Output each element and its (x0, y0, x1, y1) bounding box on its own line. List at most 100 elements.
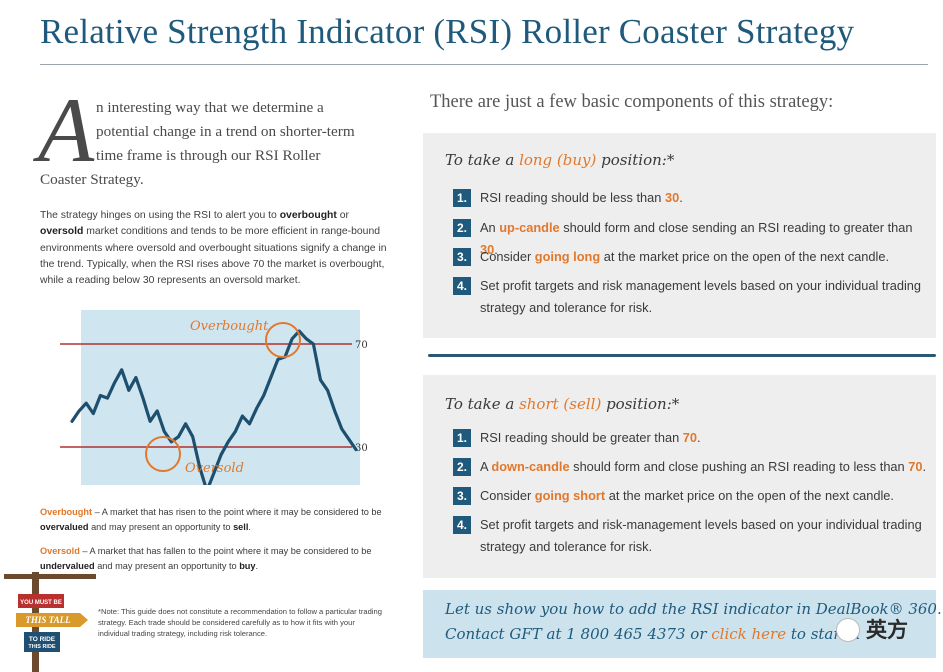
watermark-logo-icon (836, 618, 860, 642)
step-number: 1. (453, 189, 471, 207)
def-bold: overvalued (40, 521, 89, 532)
para-bold-overbought: overbought (279, 210, 337, 221)
intro-line: time frame is through our RSI Roller (96, 147, 321, 164)
cta-line-2: Contact GFT at 1 800 465 4373 or click h… (445, 625, 860, 643)
step-text: Consider going long at the market price … (453, 246, 928, 268)
rsi-series-line (70, 329, 358, 485)
step-run: . (679, 190, 683, 205)
step-run: A (480, 459, 492, 474)
para-run: market conditions and tends to be more e… (40, 226, 387, 287)
step-highlight: down-candle (491, 459, 570, 474)
long-step-2: 2. An up-candle should form and close se… (453, 217, 928, 261)
def-bold: buy (239, 560, 256, 571)
long-position-panel: To take a long (buy) position:* 1. RSI r… (423, 133, 936, 338)
definition-oversold: Oversold – A market that has fallen to t… (40, 544, 400, 573)
def-run: and may present an opportunity to (94, 560, 240, 571)
sign-line4: THIS RIDE (28, 644, 56, 650)
click-here-link[interactable]: click here (711, 625, 787, 643)
def-bold: undervalued (40, 560, 95, 571)
step-number: 4. (453, 516, 471, 534)
step-text: Set profit targets and risk management l… (480, 278, 922, 315)
height-sign-illustration: YOU MUST BE THIS TALL TO RIDE THIS RIDE (4, 572, 96, 672)
step-text: An up-candle should form and close sendi… (453, 217, 928, 261)
page-title: Relative Strength Indicator (RSI) Roller… (40, 12, 855, 51)
long-step-1: 1. RSI reading should be less than 30. (453, 187, 928, 209)
disclaimer-note: *Note: This guide does not constitute a … (98, 607, 382, 639)
definition-overbought: Overbought – A market that has risen to … (40, 505, 400, 534)
heading-run: position:* (601, 395, 680, 413)
components-heading: There are just a few basic components of… (430, 92, 834, 112)
intro-last-line: Coaster Strategy. (40, 171, 144, 188)
sign-line2: THIS TALL (25, 615, 71, 625)
step-run: An (480, 220, 500, 235)
long-step-4: 4. Set profit targets and risk managemen… (453, 275, 928, 319)
para-run: The strategy hinges on using the RSI to … (40, 210, 280, 221)
step-highlight: up-candle (499, 220, 560, 235)
step-run: Consider (480, 249, 535, 264)
step-number: 3. (453, 487, 471, 505)
step-highlight: 70 (908, 459, 923, 474)
short-step-2: 2. A down-candle should form and close p… (453, 456, 928, 478)
step-highlight: 30 (664, 190, 680, 205)
intro-text: n interesting way that we determine a po… (96, 96, 396, 168)
step-run: at the market price on the open of the n… (600, 249, 889, 264)
def-run: and may present an opportunity to (88, 521, 234, 532)
short-heading: To take a short (sell) position:* (445, 395, 679, 413)
heading-highlight: short (sell) (519, 395, 602, 413)
sign-line1: YOU MUST BE (20, 600, 62, 606)
definition-term: Oversold (40, 546, 80, 556)
level-70-label: 70 (355, 340, 368, 351)
step-number: 3. (453, 248, 471, 266)
short-step-3: 3. Consider going short at the market pr… (453, 485, 928, 507)
oversold-label: Oversold (185, 461, 244, 476)
step-number: 4. (453, 277, 471, 295)
drop-cap: A (38, 79, 95, 181)
sign-line3: TO RIDE (29, 636, 56, 643)
section-divider (428, 354, 936, 357)
def-run: . (255, 560, 259, 571)
def-run: . (248, 521, 251, 532)
step-run: at the market price on the open of the n… (605, 488, 894, 503)
level-30-label: 30 (355, 443, 368, 454)
short-position-panel: To take a short (sell) position:* 1. RSI… (423, 375, 936, 578)
long-step-3: 3. Consider going long at the market pri… (453, 246, 928, 268)
strategy-paragraph: The strategy hinges on using the RSI to … (40, 208, 395, 289)
step-run: . (922, 459, 927, 474)
step-highlight: 70 (682, 430, 697, 445)
step-run: should form and close pushing an RSI rea… (569, 459, 909, 474)
step-number: 2. (453, 458, 471, 476)
short-step-1: 1. RSI reading should be greater than 70… (453, 427, 928, 449)
call-to-action-box: Let us show you how to add the RSI indic… (423, 590, 942, 658)
oversold-circle (145, 436, 181, 472)
heading-run: To take a (445, 151, 520, 169)
definition-term: Overbought (40, 507, 93, 517)
short-step-4: 4. Set profit targets and risk-managemen… (453, 514, 928, 558)
step-run: . (697, 430, 701, 445)
para-run: or (336, 210, 349, 221)
rsi-chart: 70 30 Overbought Oversold (60, 310, 368, 485)
def-run: – A market that has fallen to the point … (79, 546, 372, 556)
step-text: Set profit targets and risk-management l… (480, 517, 922, 554)
step-text: RSI reading should be less than 30. (453, 187, 928, 209)
step-run: should form and close sending an RSI rea… (559, 220, 913, 235)
def-bold: sell (233, 521, 249, 532)
step-run: RSI reading should be greater than (480, 430, 683, 445)
step-highlight: going short (534, 488, 606, 503)
overbought-circle (265, 322, 301, 358)
overbought-label: Overbought (190, 319, 269, 334)
intro-line: n interesting way that we determine a (96, 99, 324, 116)
step-run: Consider (480, 488, 535, 503)
watermark-text: 英方 (866, 619, 908, 642)
intro-line: potential change in a trend on shorter-t… (96, 123, 355, 140)
heading-run: To take a (445, 395, 520, 413)
heading-highlight: long (buy) (519, 151, 597, 169)
step-text: Consider going short at the market price… (453, 485, 928, 507)
cta-line-1: Let us show you how to add the RSI indic… (445, 600, 942, 618)
step-run: RSI reading should be less than (480, 190, 665, 205)
para-bold-oversold: oversold (40, 226, 84, 238)
step-number: 2. (453, 219, 471, 237)
step-highlight: going long (534, 249, 601, 264)
step-number: 1. (453, 429, 471, 447)
step-text: A down-candle should form and close push… (453, 456, 928, 478)
step-highlight: 30 (480, 242, 495, 257)
